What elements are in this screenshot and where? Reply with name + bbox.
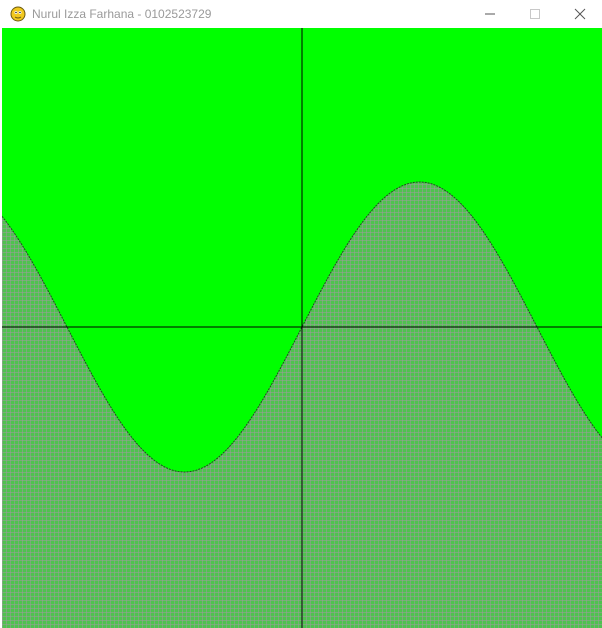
pygame-snake-icon bbox=[10, 6, 26, 22]
minimize-icon bbox=[484, 13, 495, 15]
maximize-button[interactable] bbox=[512, 0, 557, 28]
title-bar[interactable]: Nurul Izza Farhana - 0102523729 bbox=[0, 0, 602, 28]
sine-curve bbox=[2, 181, 602, 473]
drawing-canvas[interactable] bbox=[2, 28, 602, 628]
minimize-button[interactable] bbox=[467, 0, 512, 28]
sine-plot bbox=[2, 28, 602, 628]
window-title: Nurul Izza Farhana - 0102523729 bbox=[32, 7, 212, 21]
close-icon bbox=[574, 8, 585, 20]
maximize-icon bbox=[529, 9, 540, 19]
close-button[interactable] bbox=[557, 0, 602, 28]
window-controls bbox=[467, 0, 602, 28]
